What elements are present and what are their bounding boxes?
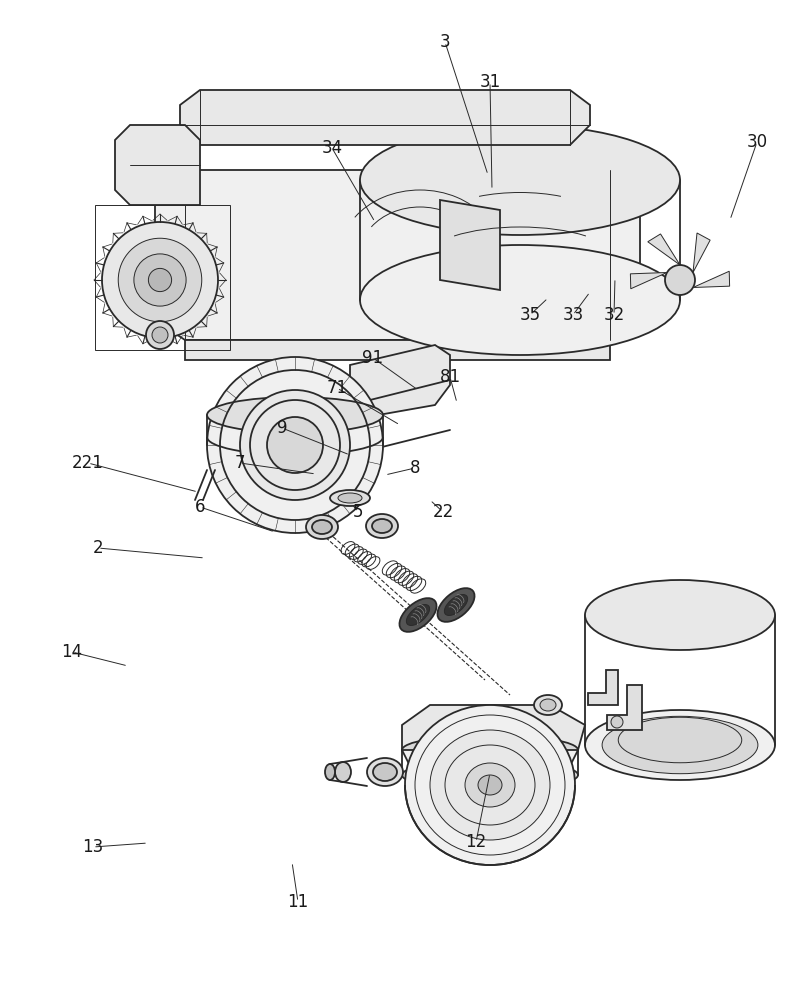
Circle shape [267,417,323,473]
Text: 91: 91 [362,349,383,367]
Text: 33: 33 [562,306,583,324]
Text: 71: 71 [327,379,348,397]
Polygon shape [180,90,590,145]
Ellipse shape [360,245,680,355]
Ellipse shape [430,730,550,840]
Circle shape [134,254,186,306]
Polygon shape [155,170,640,340]
Text: 12: 12 [466,833,487,851]
Polygon shape [648,234,680,265]
Circle shape [665,265,695,295]
Ellipse shape [402,735,578,765]
Ellipse shape [585,710,775,780]
Text: 3: 3 [440,33,450,51]
Polygon shape [350,345,450,420]
Circle shape [285,435,305,455]
Text: 30: 30 [746,133,767,151]
Polygon shape [402,750,578,770]
Ellipse shape [405,705,575,865]
Circle shape [152,327,168,343]
Circle shape [611,716,623,728]
Text: 221: 221 [72,454,104,472]
Text: 13: 13 [82,838,103,856]
Ellipse shape [330,490,370,506]
Polygon shape [115,125,200,205]
Text: 7: 7 [235,454,245,472]
Text: 14: 14 [61,643,82,661]
Circle shape [250,400,340,490]
Text: 81: 81 [440,368,461,386]
Ellipse shape [465,763,515,807]
Ellipse shape [372,519,392,533]
Circle shape [240,390,350,500]
Text: 35: 35 [520,306,541,324]
Ellipse shape [478,775,502,795]
Text: 5: 5 [353,503,363,521]
Ellipse shape [373,763,397,781]
Circle shape [273,423,317,467]
Text: 11: 11 [287,893,308,911]
Ellipse shape [312,520,332,534]
Circle shape [257,407,333,483]
Ellipse shape [534,695,562,715]
Ellipse shape [540,699,556,711]
Ellipse shape [445,595,467,615]
Circle shape [119,238,202,322]
Text: 8: 8 [410,459,420,477]
Text: 9: 9 [277,419,287,437]
Circle shape [148,268,172,292]
Polygon shape [630,272,667,289]
Ellipse shape [437,588,475,622]
Ellipse shape [399,598,437,632]
Ellipse shape [325,764,335,780]
Ellipse shape [407,605,429,625]
Text: 31: 31 [479,73,500,91]
Text: 32: 32 [604,306,625,324]
Ellipse shape [338,493,362,503]
Circle shape [305,432,321,448]
Polygon shape [402,705,585,750]
Ellipse shape [335,762,351,782]
Circle shape [102,222,218,338]
Ellipse shape [602,716,758,774]
Ellipse shape [366,514,398,538]
Ellipse shape [402,760,578,790]
Ellipse shape [207,397,383,433]
Polygon shape [693,233,710,272]
Text: 2: 2 [93,539,103,557]
Polygon shape [588,670,618,705]
Polygon shape [185,340,610,360]
Circle shape [269,432,285,448]
Ellipse shape [585,580,775,650]
Ellipse shape [367,758,403,786]
Text: 34: 34 [321,139,342,157]
Ellipse shape [360,125,680,235]
Circle shape [146,321,174,349]
Text: 6: 6 [194,498,205,516]
Polygon shape [607,685,642,730]
Polygon shape [440,200,500,290]
Text: 22: 22 [433,503,454,521]
Ellipse shape [306,515,338,539]
Circle shape [207,357,383,533]
Polygon shape [693,271,730,288]
